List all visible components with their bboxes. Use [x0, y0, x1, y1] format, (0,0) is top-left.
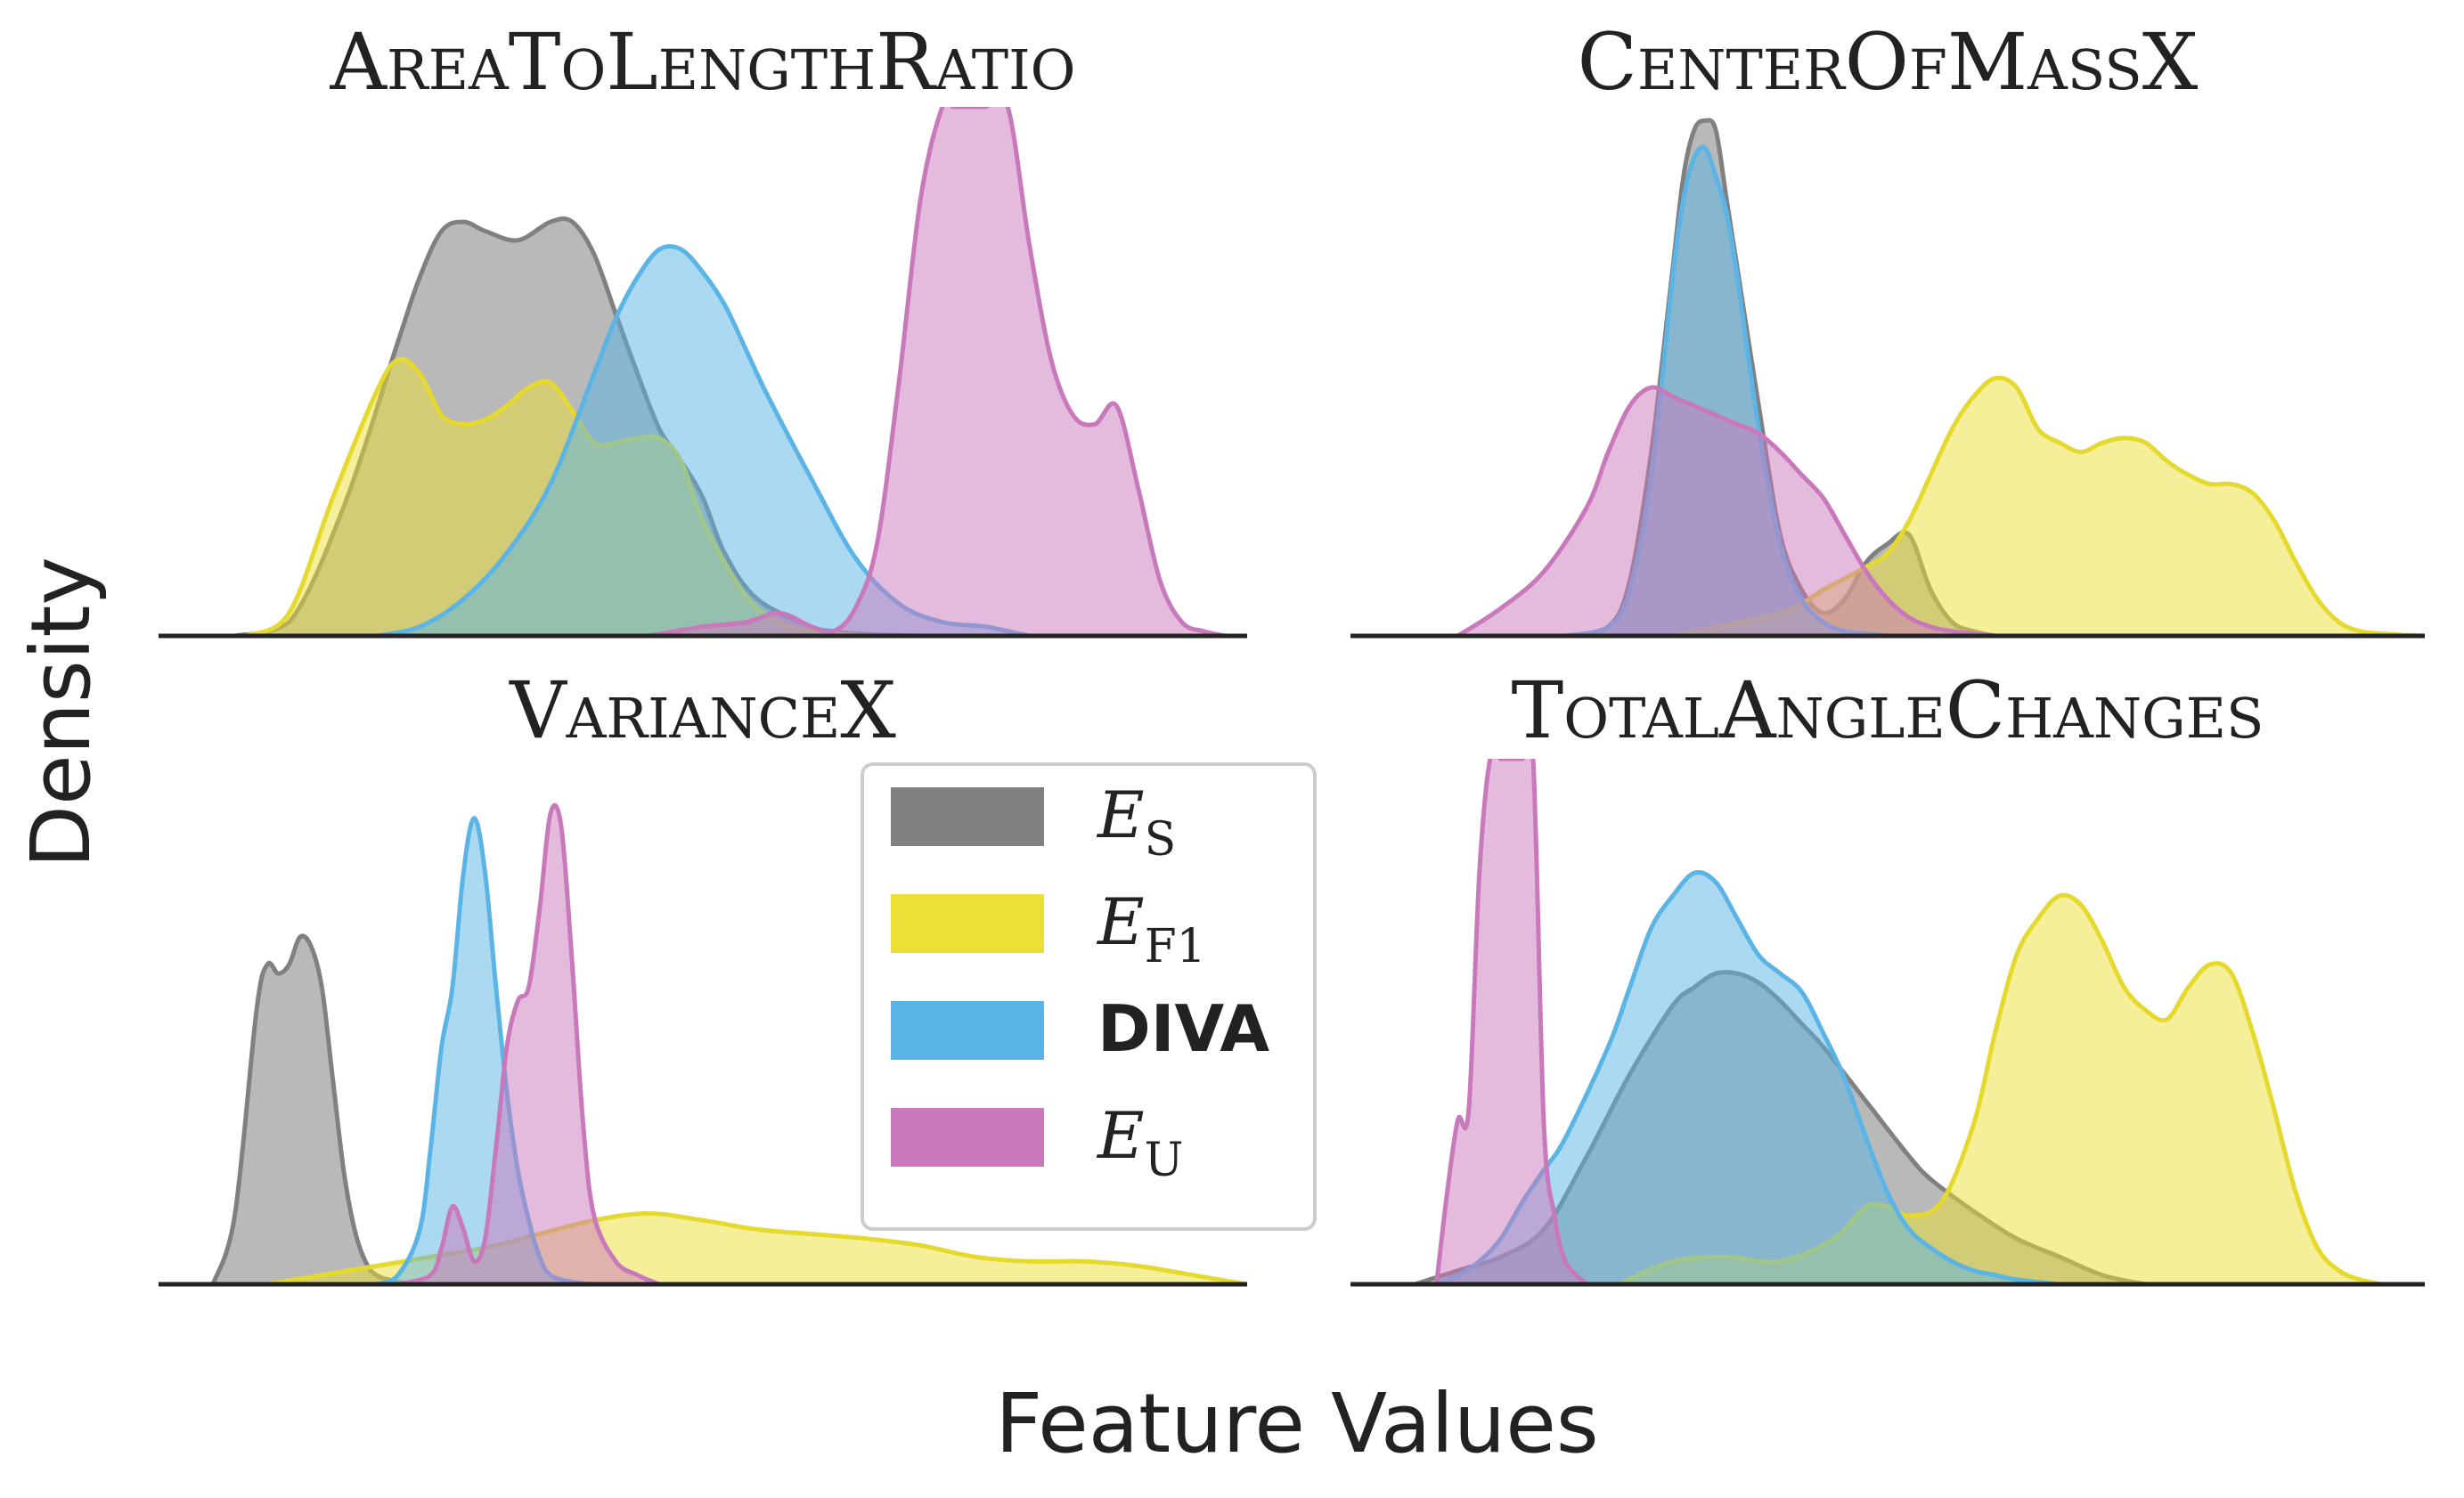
- legend-label-main: DIVA: [1097, 991, 1269, 1066]
- legend-label-es: ES: [1096, 777, 1176, 867]
- panel-top-right: CenterOfMassX: [1350, 16, 2425, 639]
- plot-area: [1414, 759, 2383, 1284]
- legend-label-subscript: U: [1145, 1134, 1184, 1187]
- plot-area: [210, 802, 1247, 1284]
- density-line-eu: [1434, 759, 1589, 1284]
- panel-top-left: AreaToLengthRatio: [159, 16, 1247, 639]
- density-area-diva: [376, 246, 1030, 636]
- density-area-eu: [648, 107, 1226, 636]
- density-area-es: [213, 935, 420, 1284]
- plot-area: [1456, 118, 2425, 636]
- panel-title: AreaToLengthRatio: [329, 16, 1075, 108]
- density-line-es: [210, 933, 420, 1284]
- legend-label-ef1: EF1: [1096, 884, 1206, 973]
- legend-label-main: E: [1096, 884, 1145, 959]
- density-area-diva: [1436, 872, 2060, 1284]
- panel-title: TotalAngleChanges: [1512, 664, 2264, 756]
- density-area-diva: [376, 818, 594, 1284]
- legend-label-diva: DIVA: [1097, 991, 1269, 1066]
- panel-title: CenterOfMassX: [1578, 16, 2199, 108]
- density-line-eu: [1456, 385, 1995, 636]
- density-area-eu: [1457, 387, 1995, 636]
- density-line-ef1: [1672, 375, 2425, 636]
- legend-label-main: E: [1096, 777, 1145, 852]
- legend-swatch-eu: [891, 1108, 1044, 1167]
- legend-swatch-diva: [891, 1001, 1044, 1060]
- panel-bottom-left: VarianceX: [159, 664, 1247, 1287]
- plot-area: [233, 107, 1227, 636]
- x-axis-label: Feature Values: [995, 1376, 1598, 1471]
- legend-swatch-ef1: [891, 894, 1044, 953]
- density-area-eu: [1436, 759, 1587, 1284]
- panel-title: VarianceX: [509, 664, 896, 756]
- density-area-eu: [397, 805, 660, 1284]
- panel-bottom-right: TotalAngleChanges: [1350, 664, 2425, 1287]
- legend-swatch-es: [891, 787, 1044, 846]
- legend-label-main: E: [1096, 1098, 1145, 1173]
- density-line-eu: [648, 107, 1227, 636]
- legend-label-subscript: S: [1145, 813, 1177, 867]
- legend-label-eu: EU: [1096, 1098, 1183, 1187]
- density-line-eu: [397, 802, 661, 1284]
- legend-label-subscript: F1: [1145, 920, 1206, 973]
- y-axis-label: Density: [13, 557, 109, 868]
- density-area-ef1: [1619, 895, 2382, 1284]
